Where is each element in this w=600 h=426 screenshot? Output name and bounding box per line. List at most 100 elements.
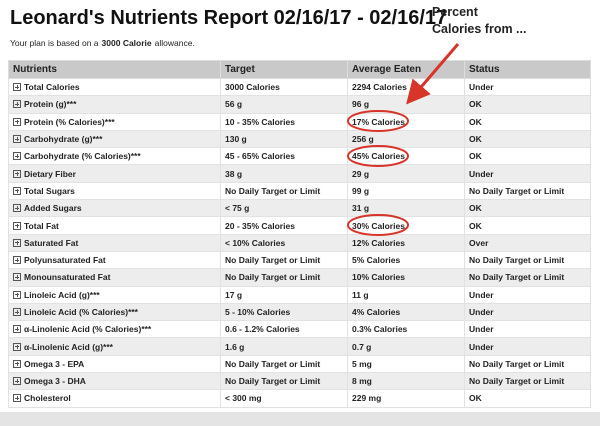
- table-cell: α-Linolenic Acid (g)***: [8, 337, 221, 356]
- table-cell: OK: [464, 112, 591, 131]
- table-cell: 30% Calories: [347, 216, 465, 235]
- table-cell: 3000 Calories: [220, 77, 348, 97]
- nutrient-name: Cholesterol: [24, 393, 71, 404]
- table-cell: 96 g: [347, 95, 465, 114]
- table-cell: OK: [464, 95, 591, 114]
- nutrient-name: Protein (g)***: [24, 99, 77, 110]
- table-cell: 0.7 g: [347, 337, 465, 356]
- table-row: Polyunsaturated Fat No Daily Target or Li…: [8, 250, 591, 270]
- nutrient-name: Total Fat: [24, 220, 59, 231]
- footer-bar: [0, 412, 600, 426]
- table-cell: No Daily Target or Limit: [464, 354, 591, 374]
- table-cell: < 75 g: [220, 199, 348, 218]
- expand-icon[interactable]: [13, 342, 21, 351]
- annotation-line: Calories from ...: [432, 22, 527, 36]
- expand-icon[interactable]: [13, 377, 21, 386]
- table-cell: Carbohydrate (% Calories)***: [8, 147, 221, 166]
- table-cell: No Daily Target or Limit: [464, 250, 591, 270]
- table-cell: OK: [464, 389, 591, 408]
- column-header: Nutrients: [8, 60, 221, 79]
- table-row: Total Sugars No Daily Target or Limit 99 g…: [8, 181, 591, 201]
- expand-icon[interactable]: [13, 238, 21, 247]
- column-header: Status: [464, 60, 591, 79]
- expand-icon[interactable]: [13, 117, 21, 126]
- header-row: Nutrients Target Average Eaten Status: [8, 60, 591, 79]
- nutrient-name: Total Sugars: [24, 185, 75, 196]
- table-cell: 0.6 - 1.2% Calories: [220, 320, 348, 339]
- table-cell: Omega 3 - EPA: [8, 354, 221, 374]
- table-cell: 11 g: [347, 285, 465, 304]
- table-row: Monounsaturated Fat No Daily Target or Li…: [8, 268, 591, 287]
- plan-calories: 3000 Calorie: [101, 38, 152, 48]
- annotation-line: Percent: [432, 5, 478, 19]
- table-row: Linoleic Acid (% Calories)*** 5 - 10% Cal…: [8, 302, 591, 322]
- table-row: Protein (g)*** 56 g 96 g OK: [8, 95, 591, 114]
- table-row: Total Calories 3000 Calories 2294 Calories…: [8, 77, 591, 97]
- expand-icon[interactable]: [13, 100, 21, 109]
- table-cell: 12% Calories: [347, 233, 465, 252]
- nutrient-name: Linoleic Acid (g)***: [24, 289, 100, 300]
- nutrient-name: Added Sugars: [24, 203, 82, 214]
- table-cell: 45 - 65% Calories: [220, 147, 348, 166]
- expand-icon[interactable]: [13, 221, 21, 230]
- expand-icon[interactable]: [13, 359, 21, 368]
- expand-icon[interactable]: [13, 256, 21, 265]
- expand-icon[interactable]: [13, 273, 21, 282]
- nutrient-name: Omega 3 - EPA: [24, 358, 85, 369]
- table-cell: 229 mg: [347, 389, 465, 408]
- expand-icon[interactable]: [13, 83, 21, 92]
- nutrient-name: Carbohydrate (% Calories)***: [24, 151, 141, 162]
- table-cell: Under: [464, 164, 591, 183]
- table-cell: α-Linolenic Acid (% Calories)***: [8, 320, 221, 339]
- expand-icon[interactable]: [13, 204, 21, 213]
- table-cell: Total Calories: [8, 77, 221, 97]
- table-row: Carbohydrate (% Calories)*** 45 - 65% Cal…: [8, 147, 591, 166]
- nutrient-name: α-Linolenic Acid (% Calories)***: [24, 324, 152, 335]
- table-cell: Under: [464, 337, 591, 356]
- table-cell: No Daily Target or Limit: [220, 181, 348, 201]
- table-cell: 29 g: [347, 164, 465, 183]
- expand-icon[interactable]: [13, 308, 21, 316]
- expand-icon[interactable]: [13, 290, 21, 299]
- table-cell: No Daily Target or Limit: [464, 372, 591, 391]
- table-cell: OK: [464, 147, 591, 166]
- table-cell: 38 g: [220, 164, 348, 183]
- expand-icon[interactable]: [13, 394, 21, 403]
- table-row: Protein (% Calories)*** 10 - 35% Calories…: [8, 112, 591, 131]
- table-cell: OK: [464, 199, 591, 218]
- table-cell: 5 mg: [347, 354, 465, 374]
- table-cell: Total Fat: [8, 216, 221, 235]
- table-cell: Polyunsaturated Fat: [8, 250, 221, 270]
- nutrient-name: Total Calories: [24, 82, 80, 93]
- table-row: Linoleic Acid (g)*** 17 g 11 g Under: [8, 285, 591, 304]
- table-cell: 5% Calories: [347, 250, 465, 270]
- expand-icon[interactable]: [13, 169, 21, 178]
- table-cell: Over: [464, 233, 591, 252]
- expand-icon[interactable]: [13, 152, 21, 161]
- table-cell: Dietary Fiber: [8, 164, 221, 183]
- table-cell: Monounsaturated Fat: [8, 268, 221, 287]
- nutrient-name: Linoleic Acid (% Calories)***: [24, 307, 138, 317]
- table-cell: < 300 mg: [220, 389, 348, 408]
- table-cell: 20 - 35% Calories: [220, 216, 348, 235]
- table-cell: 99 g: [347, 181, 465, 201]
- nutrient-name: α-Linolenic Acid (g)***: [24, 341, 113, 352]
- nutrient-name: Monounsaturated Fat: [24, 272, 111, 283]
- table-cell: 130 g: [220, 129, 348, 149]
- table-cell: OK: [464, 129, 591, 149]
- expand-icon[interactable]: [13, 135, 21, 144]
- expand-icon[interactable]: [13, 186, 21, 195]
- table-cell: Under: [464, 285, 591, 304]
- table-cell: 10 - 35% Calories: [220, 112, 348, 131]
- table-row: Total Fat 20 - 35% Calories 30% Calories OK: [8, 216, 591, 235]
- table-row: Dietary Fiber 38 g 29 g Under: [8, 164, 591, 183]
- expand-icon[interactable]: [13, 325, 21, 334]
- table-cell: No Daily Target or Limit: [220, 268, 348, 287]
- table-cell: No Daily Target or Limit: [464, 268, 591, 287]
- table-cell: 0.3% Calories: [347, 320, 465, 339]
- plan-note: Your plan is based on a 3000 Calorie allow…: [10, 38, 195, 48]
- annotation: Percent Calories from ...: [432, 4, 526, 38]
- table-cell: < 10% Calories: [220, 233, 348, 252]
- table-cell: 8 mg: [347, 372, 465, 391]
- table-cell: Protein (% Calories)***: [8, 112, 221, 131]
